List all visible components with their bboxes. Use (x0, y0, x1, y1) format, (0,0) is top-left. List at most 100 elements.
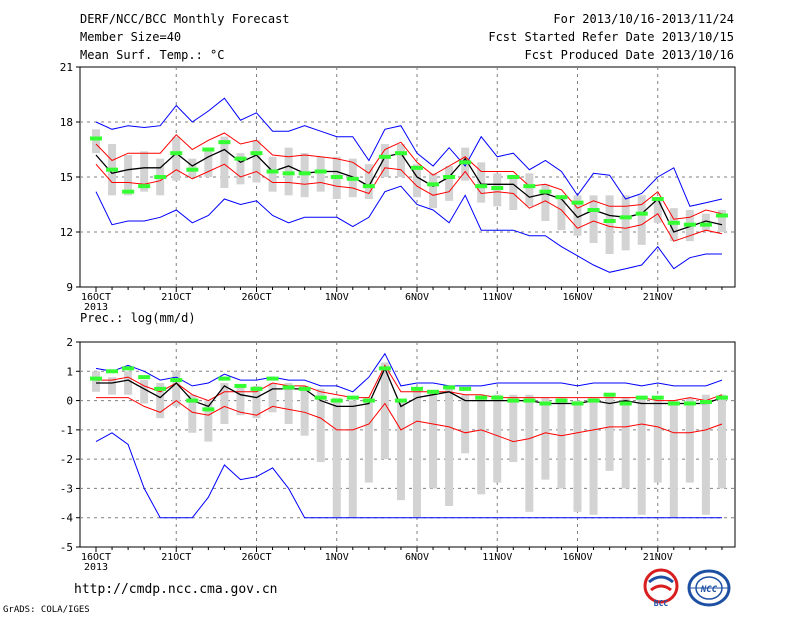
prec-ensemble-box (605, 394, 614, 471)
temp-max-line (95, 97, 723, 207)
prec-obs-marker (635, 395, 648, 400)
temp-ensemble-box (140, 151, 149, 192)
prec-ensemble-box (653, 397, 662, 483)
prec-obs-marker (346, 395, 359, 400)
prec-obs-marker (218, 376, 231, 381)
temp-obs-marker (106, 167, 119, 172)
temp-obs-marker (507, 175, 520, 179)
prec-obs-marker (154, 386, 167, 391)
prec-obs-marker (378, 366, 391, 371)
prec-panel-title: Prec.: log(mm/d) (80, 311, 196, 325)
temp-ensemble-box (316, 156, 325, 192)
prec-ytick-label: 0 (66, 395, 73, 408)
temp-obs-marker (90, 136, 102, 141)
prec-ytick-label: -5 (60, 541, 73, 554)
temp-lower-spread-line (95, 163, 723, 242)
temp-obs-marker (459, 160, 472, 165)
temp-ensemble-box (445, 166, 454, 201)
prec-obs-marker (90, 376, 102, 381)
temp-obs-marker (539, 189, 552, 194)
prec-ensemble-box (685, 397, 694, 483)
temp-obs-marker (619, 215, 632, 220)
prec-xtick-label: 21OCT (161, 552, 191, 563)
prec-ensemble-box (220, 383, 229, 424)
temp-obs-marker (571, 200, 584, 205)
prec-obs-marker (699, 400, 712, 405)
temp-ensemble-box (92, 129, 100, 154)
prec-ensemble-box (268, 383, 277, 413)
prec-obs-marker (619, 401, 632, 406)
prec-obs-marker (234, 383, 247, 388)
prec-ensemble-box (493, 394, 502, 483)
prec-xtick-label: 11NOV (482, 552, 512, 563)
prec-ensemble-box (701, 394, 710, 515)
prec-ensemble-box (557, 397, 566, 489)
prec-ensemble-box (252, 385, 261, 419)
temp-xtick-label: 1NOV (325, 292, 349, 303)
prec-ensemble-box (284, 383, 293, 424)
fcst-started-date: Fcst Started Refer Date 2013/10/15 (488, 30, 734, 44)
temp-obs-marker (218, 140, 231, 145)
prec-xtick-label: 16OCT (81, 552, 111, 563)
temp-obs-marker (491, 186, 504, 190)
temp-xtick-label: 16NOV (562, 292, 592, 303)
prec-ensemble-box (204, 400, 213, 442)
prec-ensemble-box (364, 397, 373, 483)
temp-ensemble-box (364, 164, 373, 199)
prec-obs-marker (475, 395, 488, 400)
prec-ensemble-box (589, 397, 598, 515)
temp-obs-marker (667, 220, 680, 225)
fcst-produced-date: Fcst Produced Date 2013/10/16 (524, 48, 734, 62)
prec-ensemble-box (717, 394, 726, 489)
prec-obs-marker (138, 375, 151, 380)
prec-ensemble-box (637, 397, 646, 515)
member-size: Member Size=40 (80, 30, 182, 44)
temp-obs-marker (587, 208, 600, 212)
prec-upper-spread-line (96, 364, 723, 402)
temp-ytick-label: 12 (60, 226, 73, 239)
prec-obs-marker (715, 395, 728, 400)
temp-ensemble-box (701, 213, 710, 231)
temp-xtick-label: 21NOV (643, 292, 673, 303)
prec-obs-marker (491, 395, 504, 400)
prec-ytick-label: -2 (60, 453, 73, 466)
source-url[interactable]: http://cmdp.ncc.cma.gov.cn (74, 582, 278, 597)
prec-obs-marker (266, 376, 279, 381)
prec-obs-marker (507, 398, 520, 403)
temp-obs-marker (427, 182, 440, 187)
prec-obs-marker (330, 398, 343, 403)
prec-ensemble-box (300, 385, 309, 436)
prec-max-line (95, 352, 723, 393)
temp-obs-marker (202, 147, 215, 152)
prec-ensemble-box (541, 397, 550, 480)
prec-ensemble-box (140, 380, 149, 404)
prec-ensemble-box (525, 394, 534, 512)
prec-obs-marker (282, 385, 295, 390)
prec-ytick-label: 2 (66, 336, 73, 349)
temp-obs-marker (555, 195, 568, 200)
prec-ensemble-box (188, 394, 197, 433)
prec-ensemble-box (573, 400, 582, 512)
temp-ensemble-box (172, 136, 181, 181)
prec-ensemble-box (348, 400, 357, 518)
temp-obs-marker (378, 154, 391, 159)
temp-ensemble-box (220, 136, 229, 188)
ncc-logo-text: NCC (700, 585, 718, 595)
temp-year-label: 2013 (84, 302, 108, 313)
prec-xtick-label: 6NOV (405, 552, 429, 563)
temp-ensemble-box (477, 162, 486, 203)
prec-lower-spread-line (96, 397, 723, 443)
temp-ensemble-box (573, 195, 582, 236)
temp-ensemble-box (621, 195, 630, 251)
temp-ensemble-box (653, 199, 662, 223)
temp-obs-marker (346, 176, 359, 181)
prec-xtick-label: 21NOV (643, 552, 673, 563)
temp-obs-marker (138, 184, 151, 189)
temp-ensemble-box (204, 149, 213, 177)
temp-ensemble-box (557, 195, 566, 231)
prec-year-label: 2013 (84, 562, 108, 573)
prec-obs-marker (314, 395, 327, 400)
temp-obs-marker (411, 165, 423, 170)
temp-obs-marker (154, 175, 167, 179)
temp-ensemble-box (525, 173, 534, 207)
